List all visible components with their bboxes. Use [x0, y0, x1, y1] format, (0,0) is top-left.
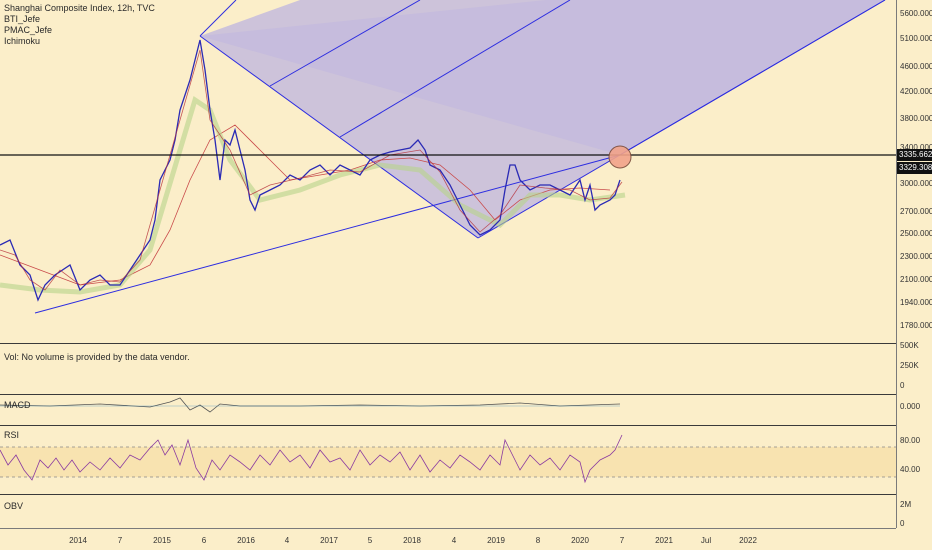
pitchfork-base: [199, 35, 479, 239]
indicator-pmac[interactable]: PMAC_Jefe: [4, 25, 53, 35]
price-tick: 5600.000: [900, 9, 932, 18]
time-tick: 2014: [69, 536, 87, 545]
rsi-tick: 40.00: [900, 465, 921, 474]
time-tick: 2022: [739, 536, 757, 545]
price-tag-last[interactable]: 3329.308: [897, 162, 932, 174]
pitchfork-fill-upper: [200, 0, 885, 155]
time-tick: 2018: [403, 536, 421, 545]
pane-separator-macd[interactable]: [0, 394, 896, 395]
time-tick: 4: [451, 536, 457, 545]
price-tick: 2500.000: [900, 229, 932, 238]
price-tick: 3400.000: [900, 143, 932, 152]
time-axis-separator: [0, 528, 896, 529]
indicator-ichimoku[interactable]: Ichimoku: [4, 36, 41, 46]
price-tick: 4600.000: [900, 62, 932, 71]
price-tick: 3000.000: [900, 179, 932, 188]
price-tick: 1940.000: [900, 298, 932, 307]
time-tick: 6: [201, 536, 207, 545]
time-tick: 7: [619, 536, 625, 545]
symbol-title[interactable]: Shanghai Composite Index, 12h, TVC: [4, 3, 155, 13]
price-series: [0, 39, 621, 302]
obv-tick: 0: [900, 519, 905, 528]
pitchfork-handle: [34, 154, 621, 314]
time-tick: 8: [535, 536, 541, 545]
pane-separator-volume[interactable]: [0, 343, 896, 344]
ichimoku-cloud: [0, 96, 626, 295]
time-tick: 2015: [153, 536, 171, 545]
time-tick: 2017: [320, 536, 338, 545]
price-tick: 5100.000: [900, 34, 932, 43]
macd-label: MACD: [4, 400, 31, 410]
price-tick: 3800.000: [900, 114, 932, 123]
price-axis-border: [896, 0, 897, 528]
time-tick: 2020: [571, 536, 589, 545]
rsi-line: [0, 434, 623, 484]
price-series-down: [0, 49, 623, 291]
price-tick: 2700.000: [900, 207, 932, 216]
pitchfork-upper: [199, 0, 237, 37]
pane-separator-rsi[interactable]: [0, 425, 896, 426]
volume-tick: 250K: [900, 361, 919, 370]
obv-tick: 2M: [900, 500, 912, 509]
volume-label: Vol: No volume is provided by the data v…: [4, 352, 190, 362]
pitchfork-inner: [339, 0, 571, 138]
time-tick: Jul: [700, 536, 712, 545]
time-tick: 5: [367, 536, 373, 545]
rsi-label: RSI: [4, 430, 20, 440]
rsi-tick: 80.00: [900, 436, 921, 445]
highlight-circle: [608, 145, 632, 169]
pane-separator-obv[interactable]: [0, 494, 896, 495]
time-tick: 7: [117, 536, 123, 545]
price-tick: 1780.000: [900, 321, 932, 330]
time-tick: 4: [284, 536, 290, 545]
indicator-bti[interactable]: BTI_Jefe: [4, 14, 41, 24]
price-tag-level[interactable]: 3335.662: [897, 149, 932, 161]
pitchfork-median: [269, 0, 421, 87]
pitchfork-lower-2: [619, 0, 886, 156]
time-tick: 2021: [655, 536, 673, 545]
price-tick: 2300.000: [900, 252, 932, 261]
volume-tick: 500K: [900, 341, 919, 350]
time-tick: 2016: [237, 536, 255, 545]
macd-tick: 0.000: [900, 402, 921, 411]
price-tick: 4200.000: [900, 87, 932, 96]
rsi-band: [0, 447, 896, 477]
volume-tick: 0: [900, 381, 905, 390]
obv-label: OBV: [4, 501, 24, 511]
chart-legend: Shanghai Composite Index, 12h, TVC BTI_J…: [4, 3, 155, 47]
moving-average-line: [0, 124, 611, 286]
macd-line: [0, 397, 621, 413]
price-tick: 2100.000: [900, 275, 932, 284]
time-tick: 2019: [487, 536, 505, 545]
